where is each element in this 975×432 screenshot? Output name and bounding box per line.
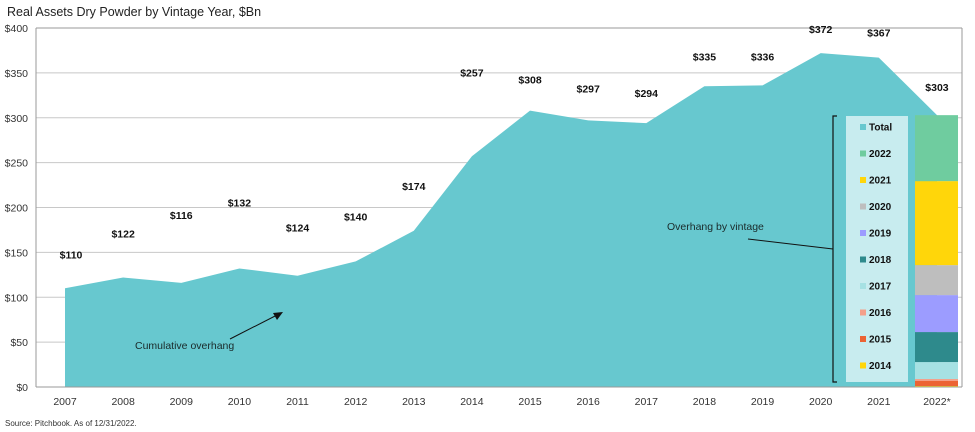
data-label: $122 <box>111 229 135 241</box>
y-axis-ticks: $0 $50 $100 $150 $200 $250 $300 $350 $400 <box>5 23 29 394</box>
legend-label: Total <box>869 123 892 134</box>
legend-swatch <box>860 309 866 316</box>
data-label: $303 <box>925 82 949 94</box>
data-label: $335 <box>693 51 717 63</box>
legend-label: 2021 <box>869 176 892 187</box>
y-tick-label: $50 <box>10 337 28 349</box>
data-label: $372 <box>809 24 833 36</box>
legend-swatch <box>860 230 866 236</box>
legend-swatch <box>860 203 866 210</box>
legend-panel <box>846 116 908 382</box>
arrowhead-icon <box>273 312 283 320</box>
data-label: $140 <box>344 211 368 223</box>
data-label: $308 <box>518 75 542 87</box>
legend-swatch <box>860 283 866 289</box>
x-tick-label: 2019 <box>751 396 775 408</box>
x-axis-ticks: 2007 2008 2009 2010 2011 2012 2013 2014 2015 2016… <box>53 396 950 408</box>
total-area-series <box>65 53 937 387</box>
data-label: $116 <box>170 210 193 222</box>
annotations: Cumulative overhang Overhang by vintage <box>135 115 837 383</box>
x-tick-label: 2009 <box>170 396 194 408</box>
legend-label: 2018 <box>869 255 892 266</box>
y-tick-label: $100 <box>5 292 29 304</box>
x-tick-label: 2022* <box>923 396 950 408</box>
data-label: $367 <box>867 28 891 40</box>
x-tick-label: 2017 <box>635 396 659 408</box>
x-tick-label: 2010 <box>228 396 252 408</box>
stack-segment-2022 <box>915 115 958 182</box>
legend-bracket <box>832 115 837 383</box>
x-tick-label: 2007 <box>53 396 77 408</box>
stack-segment-2018 <box>915 332 958 363</box>
stack-segment-2015 <box>915 380 958 387</box>
legend-label: 2019 <box>869 229 892 240</box>
legend-label: 2015 <box>869 335 892 346</box>
legend-swatch <box>860 362 866 369</box>
legend-swatch <box>860 336 866 342</box>
legend-swatch <box>860 256 866 263</box>
data-label: $297 <box>576 83 600 95</box>
x-tick-label: 2018 <box>693 396 717 408</box>
data-labels: $110 $122 $116 $132 $124 $140 $174 $257 $308 $297… <box>60 24 949 261</box>
y-tick-label: $0 <box>16 382 28 394</box>
y-tick-label: $250 <box>5 158 29 170</box>
legend-label: 2016 <box>869 308 892 319</box>
x-tick-label: 2014 <box>460 396 484 408</box>
x-tick-label: 2011 <box>286 396 309 408</box>
x-tick-label: 2020 <box>809 396 833 408</box>
data-label: $257 <box>460 67 484 79</box>
legend-swatch <box>860 177 866 183</box>
x-tick-label: 2008 <box>111 396 135 408</box>
source-note: Source: Pitchbook. As of 12/31/2022. <box>5 419 137 428</box>
cumulative-overhang-label: Cumulative overhang <box>135 340 234 352</box>
x-tick-label: 2012 <box>344 396 368 408</box>
axes <box>35 27 963 388</box>
stack-segment-2021 <box>915 181 958 266</box>
legend-label: 2022 <box>869 149 892 160</box>
y-tick-label: $200 <box>5 203 29 215</box>
stack-segment-2016 <box>915 379 958 381</box>
x-tick-label: 2013 <box>402 396 426 408</box>
stacked-bar-2022 <box>915 115 958 387</box>
chart-title: Real Assets Dry Powder by Vintage Year, … <box>7 5 261 19</box>
y-tick-label: $150 <box>5 247 29 259</box>
y-tick-label: $350 <box>5 68 29 80</box>
data-label: $110 <box>60 249 83 261</box>
stack-segment-2020 <box>915 265 958 296</box>
data-label: $124 <box>286 223 310 235</box>
legend-label: 2014 <box>869 361 892 372</box>
overhang-by-vintage-label: Overhang by vintage <box>667 221 764 233</box>
vintage-pointer-line <box>747 238 834 250</box>
data-label: $132 <box>228 198 252 210</box>
legend-swatch <box>860 124 866 130</box>
data-label: $294 <box>635 88 659 100</box>
x-tick-label: 2021 <box>867 396 891 408</box>
legend: Total 2022 2021 2020 2019 2018 2017 2016 2015 201… <box>846 116 908 382</box>
x-tick-label: 2016 <box>576 396 600 408</box>
y-tick-label: $400 <box>5 23 29 35</box>
legend-label: 2020 <box>869 202 892 213</box>
stack-segment-2017 <box>915 362 958 380</box>
data-label: $336 <box>751 51 775 63</box>
data-label: $174 <box>402 181 426 193</box>
legend-label: 2017 <box>869 282 892 293</box>
x-tick-label: 2015 <box>518 396 542 408</box>
cumulative-arrow-icon <box>229 313 280 340</box>
stack-segment-2019 <box>915 295 958 333</box>
legend-swatch <box>860 150 866 157</box>
y-tick-label: $300 <box>5 113 29 125</box>
